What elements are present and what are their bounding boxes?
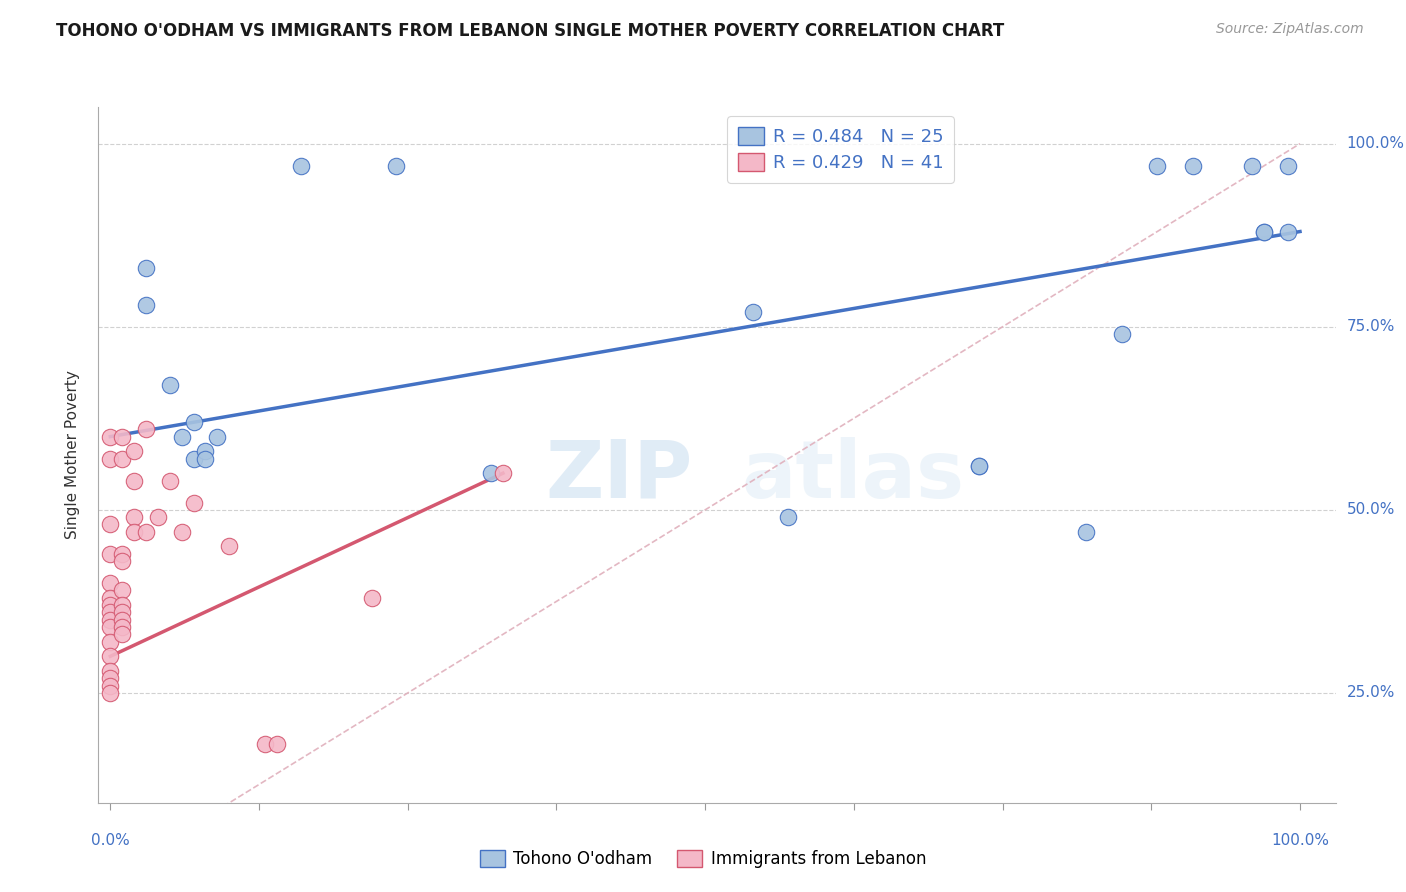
Point	[146, 510, 169, 524]
Point	[135, 298, 157, 312]
Point	[290, 159, 312, 173]
Point	[98, 664, 121, 678]
Text: 100.0%: 100.0%	[1271, 833, 1329, 848]
Text: ZIP: ZIP	[546, 437, 692, 515]
Point	[98, 620, 121, 634]
Point	[111, 547, 134, 561]
Y-axis label: Single Mother Poverty: Single Mother Poverty	[65, 370, 80, 540]
Point	[266, 737, 288, 751]
Point	[98, 576, 121, 591]
Point	[385, 159, 408, 173]
Point	[207, 429, 229, 443]
Point	[98, 547, 121, 561]
Point	[1181, 159, 1204, 173]
Point	[135, 261, 157, 276]
Point	[967, 458, 990, 473]
Text: 100.0%: 100.0%	[1347, 136, 1405, 151]
Point	[98, 613, 121, 627]
Point	[135, 422, 157, 436]
Point	[98, 598, 121, 612]
Legend: R = 0.484   N = 25, R = 0.429   N = 41: R = 0.484 N = 25, R = 0.429 N = 41	[727, 116, 955, 183]
Text: Source: ZipAtlas.com: Source: ZipAtlas.com	[1216, 22, 1364, 37]
Point	[967, 458, 990, 473]
Point	[1241, 159, 1264, 173]
Point	[361, 591, 384, 605]
Point	[194, 451, 217, 466]
Point	[98, 649, 121, 664]
Point	[98, 451, 121, 466]
Point	[98, 429, 121, 443]
Text: atlas: atlas	[742, 437, 965, 515]
Point	[98, 686, 121, 700]
Point	[111, 627, 134, 641]
Text: TOHONO O'ODHAM VS IMMIGRANTS FROM LEBANON SINGLE MOTHER POVERTY CORRELATION CHAR: TOHONO O'ODHAM VS IMMIGRANTS FROM LEBANO…	[56, 22, 1004, 40]
Point	[778, 510, 800, 524]
Point	[159, 474, 181, 488]
Point	[183, 495, 205, 509]
Point	[741, 305, 763, 319]
Point	[111, 598, 134, 612]
Point	[1146, 159, 1168, 173]
Point	[122, 444, 145, 458]
Point	[1253, 225, 1275, 239]
Point	[1111, 327, 1133, 342]
Point	[122, 524, 145, 539]
Point	[122, 474, 145, 488]
Point	[111, 554, 134, 568]
Point	[111, 583, 134, 598]
Point	[98, 606, 121, 620]
Point	[218, 540, 240, 554]
Point	[492, 467, 515, 481]
Point	[135, 524, 157, 539]
Point	[1277, 225, 1299, 239]
Point	[170, 429, 193, 443]
Point	[111, 606, 134, 620]
Point	[170, 524, 193, 539]
Point	[98, 517, 121, 532]
Point	[1253, 225, 1275, 239]
Text: 75.0%: 75.0%	[1347, 319, 1395, 334]
Legend: Tohono O'odham, Immigrants from Lebanon: Tohono O'odham, Immigrants from Lebanon	[474, 843, 932, 875]
Point	[253, 737, 276, 751]
Point	[1277, 159, 1299, 173]
Point	[111, 429, 134, 443]
Point	[111, 613, 134, 627]
Text: 50.0%: 50.0%	[1347, 502, 1395, 517]
Point	[183, 451, 205, 466]
Point	[194, 444, 217, 458]
Point	[1074, 524, 1097, 539]
Point	[183, 415, 205, 429]
Point	[111, 620, 134, 634]
Text: 0.0%: 0.0%	[91, 833, 129, 848]
Point	[98, 634, 121, 648]
Point	[159, 378, 181, 392]
Point	[98, 591, 121, 605]
Point	[111, 451, 134, 466]
Point	[479, 467, 502, 481]
Point	[98, 679, 121, 693]
Point	[98, 671, 121, 685]
Point	[122, 510, 145, 524]
Text: 25.0%: 25.0%	[1347, 685, 1395, 700]
